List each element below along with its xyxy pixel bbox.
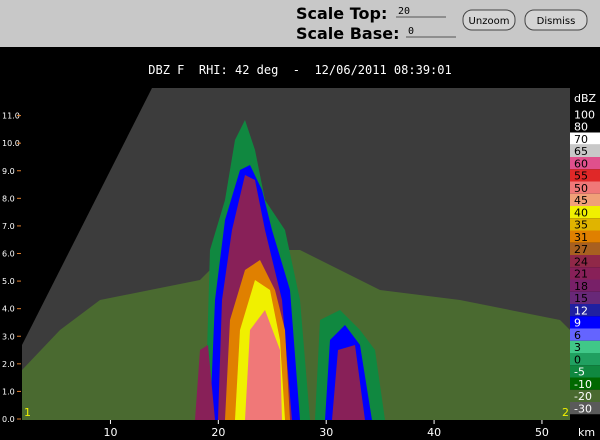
plot-title: DBZ F RHI: 42 deg - 12/06/2011 08:39:01 <box>148 63 451 77</box>
colorbar-label: -30 <box>574 402 592 415</box>
colorbar-swatch <box>570 193 600 206</box>
colorbar-label: 50 <box>574 182 588 195</box>
colorbar-label: 70 <box>574 133 588 146</box>
x-tick-label: 30 <box>319 426 333 439</box>
colorbar-swatch <box>570 267 600 280</box>
colorbar-label: 9 <box>574 317 581 330</box>
colorbar-swatch <box>570 181 600 194</box>
colorbar-label: 27 <box>574 243 588 256</box>
colorbar-label: 40 <box>574 206 588 219</box>
x-tick-label: 50 <box>535 426 549 439</box>
colorbar-title: dBZ <box>574 92 597 105</box>
colorbar-label: 55 <box>574 170 588 183</box>
colorbar-swatch <box>570 389 600 402</box>
colorbar-label: 0 <box>574 353 581 366</box>
no-data-region <box>22 88 152 345</box>
colorbar-swatch <box>570 218 600 231</box>
colorbar-swatch <box>570 120 600 133</box>
unzoom-button[interactable] <box>462 9 516 31</box>
colorbar-swatch <box>570 108 600 121</box>
colorbar-swatch <box>570 353 600 366</box>
scale-top-label: Scale Top: <box>296 4 387 23</box>
colorbar-swatch <box>570 377 600 390</box>
y-tick-label: 9.0 <box>2 167 15 176</box>
y-tick-label: 10.0 <box>2 139 20 148</box>
colorbar-label: 35 <box>574 219 588 232</box>
dismiss-button[interactable] <box>524 9 588 31</box>
colorbar-swatch <box>570 340 600 353</box>
x-tick-label: 20 <box>211 426 225 439</box>
colorbar-label: 15 <box>574 292 588 305</box>
colorbar-label: 31 <box>574 231 588 244</box>
echo-purple <box>332 345 365 420</box>
colorbar-swatch <box>570 169 600 182</box>
colorbar-label: -5 <box>574 366 585 379</box>
y-tick-label: 1.0 <box>2 387 15 396</box>
x-tick-label: 40 <box>427 426 441 439</box>
corner-label: 1 <box>24 406 31 419</box>
colorbar-swatch <box>570 255 600 268</box>
colorbar-swatch <box>570 291 600 304</box>
scale-base-input[interactable]: 0 <box>408 26 414 37</box>
colorbar-label: 21 <box>574 268 588 281</box>
scale-top-input[interactable]: 20 <box>398 6 410 17</box>
colorbar-label: 18 <box>574 280 588 293</box>
y-tick-label: 6.0 <box>2 250 15 259</box>
colorbar-swatch <box>570 316 600 329</box>
colorbar-label: 3 <box>574 341 581 354</box>
y-tick-label: 5.0 <box>2 277 15 286</box>
colorbar-swatch <box>570 132 600 145</box>
dismiss-label[interactable]: Dismiss <box>537 16 576 27</box>
colorbar-label: 45 <box>574 194 588 207</box>
y-tick-label: 3.0 <box>2 332 15 341</box>
y-tick-label: 8.0 <box>2 194 15 203</box>
x-unit: km <box>578 426 595 439</box>
colorbar-label: 24 <box>574 255 588 268</box>
echo-purple <box>195 345 215 420</box>
colorbar-swatch <box>570 157 600 170</box>
y-tick-label: 7.0 <box>2 222 15 231</box>
colorbar-label: 100 <box>574 108 595 121</box>
unzoom-label[interactable]: Unzoom <box>469 16 510 27</box>
y-tick-label: 11.0 <box>2 112 20 121</box>
echo-core <box>245 310 282 420</box>
y-tick-label: 2.0 <box>2 360 15 369</box>
colorbar-swatch <box>570 402 600 415</box>
colorbar-label: 6 <box>574 329 581 342</box>
y-tick-label: 4.0 <box>2 305 15 314</box>
corner-label: 2 <box>562 406 569 419</box>
colorbar-swatch <box>570 279 600 292</box>
colorbar-label: -10 <box>574 378 592 391</box>
colorbar-label: 12 <box>574 304 588 317</box>
x-tick-label: 10 <box>103 426 117 439</box>
colorbar-swatch <box>570 206 600 219</box>
colorbar-label: 80 <box>574 121 588 134</box>
colorbar-swatch <box>570 328 600 341</box>
colorbar-label: -20 <box>574 390 592 403</box>
scale-base-label: Scale Base: <box>296 24 399 43</box>
colorbar-label: 65 <box>574 145 588 158</box>
colorbar-swatch <box>570 230 600 243</box>
colorbar-swatch <box>570 242 600 255</box>
colorbar-label: 60 <box>574 157 588 170</box>
colorbar-swatch <box>570 304 600 317</box>
y-tick-label: 0.0 <box>2 415 15 424</box>
colorbar-swatch <box>570 144 600 157</box>
colorbar-swatch <box>570 365 600 378</box>
